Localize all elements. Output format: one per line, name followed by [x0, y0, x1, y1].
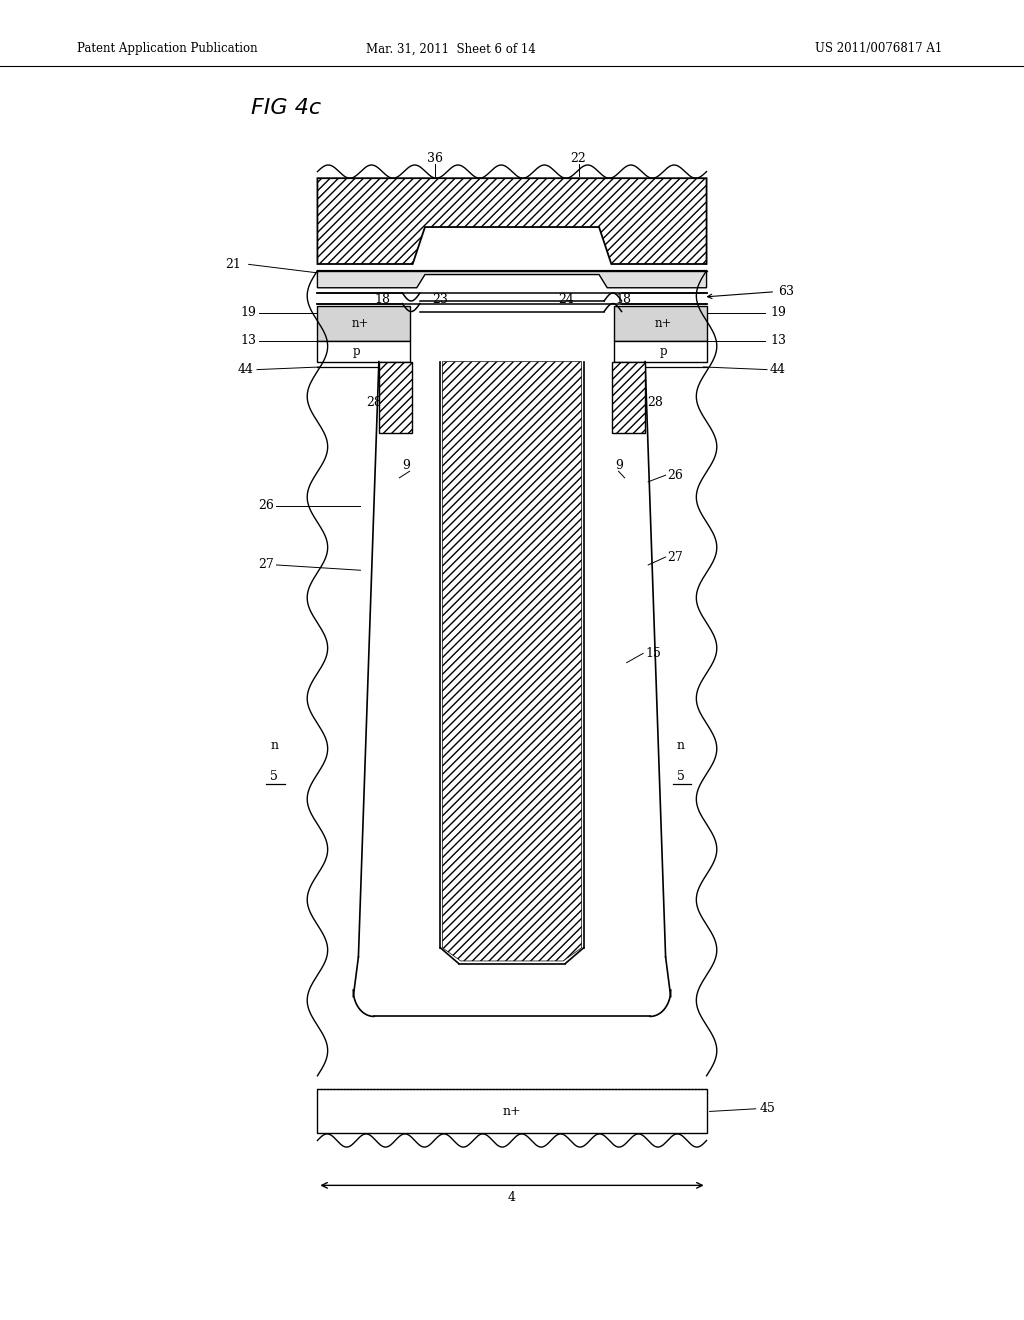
Text: p: p: [352, 345, 360, 358]
Polygon shape: [379, 362, 412, 433]
Text: 18: 18: [615, 293, 632, 306]
Text: Mar. 31, 2011  Sheet 6 of 14: Mar. 31, 2011 Sheet 6 of 14: [366, 42, 536, 55]
Text: 9: 9: [615, 459, 624, 473]
Text: 15: 15: [645, 647, 662, 660]
Text: 13: 13: [770, 334, 786, 347]
Text: 24: 24: [558, 293, 574, 306]
Polygon shape: [317, 1089, 707, 1133]
Text: 26: 26: [258, 499, 274, 512]
Text: US 2011/0076817 A1: US 2011/0076817 A1: [815, 42, 942, 55]
Text: 9: 9: [402, 459, 411, 473]
Text: 26: 26: [668, 469, 684, 482]
Polygon shape: [614, 341, 707, 362]
Text: 28: 28: [647, 396, 664, 409]
Text: p: p: [659, 345, 668, 358]
Text: n: n: [270, 739, 279, 752]
Text: 5: 5: [677, 770, 685, 783]
Text: 28: 28: [366, 396, 382, 409]
Text: 44: 44: [238, 363, 254, 376]
Polygon shape: [317, 341, 410, 362]
Text: 22: 22: [570, 152, 587, 165]
Polygon shape: [442, 362, 582, 961]
Text: Patent Application Publication: Patent Application Publication: [77, 42, 257, 55]
Text: 5: 5: [270, 770, 279, 783]
Text: 19: 19: [770, 306, 786, 319]
Text: 38: 38: [504, 495, 520, 508]
Text: 36: 36: [427, 152, 443, 165]
Text: 27: 27: [668, 550, 683, 564]
Text: 45: 45: [760, 1102, 776, 1115]
Text: 19: 19: [240, 306, 256, 319]
Text: FIG 4c: FIG 4c: [251, 98, 321, 119]
Polygon shape: [612, 362, 645, 433]
Text: 21: 21: [224, 257, 241, 271]
Text: n+: n+: [503, 1105, 521, 1118]
Polygon shape: [317, 306, 410, 341]
Text: 18: 18: [374, 293, 390, 306]
Text: n+: n+: [655, 317, 672, 330]
Text: 27: 27: [259, 558, 274, 572]
Text: 23: 23: [432, 293, 449, 306]
Polygon shape: [317, 271, 707, 288]
Text: 4: 4: [508, 1191, 516, 1204]
Text: 8: 8: [477, 640, 485, 653]
Polygon shape: [440, 362, 584, 964]
Text: 44: 44: [770, 363, 786, 376]
Text: 13: 13: [240, 334, 256, 347]
Polygon shape: [614, 306, 707, 341]
Text: 63: 63: [778, 285, 795, 298]
Text: n+: n+: [352, 317, 369, 330]
Polygon shape: [317, 178, 707, 264]
Text: n: n: [677, 739, 685, 752]
